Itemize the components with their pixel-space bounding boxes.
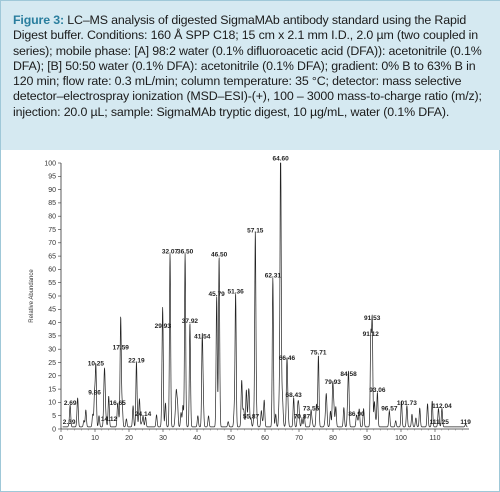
- y-tick-label: 40: [48, 320, 56, 327]
- y-tick-label: 15: [48, 386, 56, 393]
- y-tick-label: 0: [52, 426, 56, 433]
- y-tick-label: 5: [52, 413, 56, 420]
- y-tick-label: 90: [48, 187, 56, 194]
- peak-label-79-93: 79.93: [325, 379, 342, 386]
- chromatogram-trace-group: [62, 162, 468, 428]
- peak-label-66-46: 66.46: [279, 355, 296, 362]
- peak-label-101-73: 101.73: [397, 400, 417, 407]
- y-tick-label: 50: [48, 293, 56, 300]
- peak-label-41-54: 41.54: [194, 334, 211, 341]
- peak-label-86-90: 86.90: [348, 411, 365, 418]
- peak-labels: 2.69 2.39 9.86 10.25 14.12 16.65 17.59 22.19 24.…: [63, 156, 471, 426]
- peak-label-46-50: 46.50: [211, 251, 228, 258]
- y-tick-label: 85: [48, 200, 56, 207]
- x-tick-label: 110: [429, 435, 440, 442]
- y-tick-label: 55: [48, 280, 56, 287]
- peak-label-73-55: 73.55: [303, 406, 320, 413]
- peak-label-22-19: 22.19: [128, 358, 145, 365]
- chromatogram-trace: [62, 162, 468, 428]
- peak-label-2-39: 2.39: [63, 419, 76, 426]
- x-tick-label: 90: [363, 435, 371, 442]
- peak-label-111-25: 111.25: [430, 419, 450, 426]
- x-tick-label: 0: [59, 435, 63, 442]
- peak-label-9-86: 9.86: [88, 390, 101, 397]
- peak-label-68-43: 68.43: [286, 392, 303, 399]
- y-tick-label: 70: [48, 240, 56, 247]
- peak-label-96-57: 96.57: [381, 406, 398, 413]
- y-tick-label: 25: [48, 360, 56, 367]
- peak-label-91-53: 91.53: [364, 315, 381, 322]
- peak-label-10-25: 10.25: [88, 360, 105, 367]
- y-tick-label: 20: [48, 373, 56, 380]
- x-tick-label: 10: [91, 435, 99, 442]
- peak-label-84-58: 84.58: [340, 371, 357, 378]
- x-tick-label: 40: [193, 435, 201, 442]
- peak-label-14-12: 14.12: [101, 416, 118, 423]
- peak-label-17-59: 17.59: [113, 344, 130, 351]
- peak-label-64-60: 64.60: [272, 156, 289, 163]
- y-tick-label: 35: [48, 333, 56, 340]
- y-tick-label: 10: [48, 400, 56, 407]
- peak-label-57-15: 57.15: [247, 227, 264, 234]
- peak-label-36-50: 36.50: [177, 249, 194, 256]
- x-tick-label: 60: [261, 435, 269, 442]
- peak-label-93-06: 93.06: [369, 387, 386, 394]
- peak-label-119: 119: [460, 419, 471, 426]
- caption-text: LC–MS analysis of digested SigmaMAb anti…: [13, 13, 482, 119]
- peak-label-55-87: 55.87: [243, 414, 260, 421]
- x-tick-label: 20: [125, 435, 133, 442]
- x-tick-label: 70: [295, 435, 303, 442]
- x-tick-label: 30: [159, 435, 167, 442]
- peak-label-45-79: 45.79: [209, 291, 226, 298]
- x-tick-label: 50: [227, 435, 235, 442]
- x-tick-label: 80: [329, 435, 337, 442]
- peak-label-29-93: 29.93: [155, 323, 172, 330]
- y-tick-label: 100: [44, 160, 56, 167]
- peak-label-75-71: 75.71: [310, 350, 327, 357]
- peak-label-2-69: 2.69: [64, 400, 77, 407]
- x-tick-label: 100: [395, 435, 407, 442]
- peak-label-91-12: 91.12: [363, 331, 380, 338]
- y-tick-label: 30: [48, 347, 56, 354]
- y-tick-label: 80: [48, 214, 56, 221]
- y-tick-label: 65: [48, 253, 56, 260]
- peak-label-37-92: 37.92: [182, 318, 199, 325]
- peak-label-32-07: 32.07: [162, 249, 179, 256]
- axes: 0 5 10 15 20 25 30 35 40 45 50 55 60 65 70 75 80 85 90 95 10…: [44, 160, 469, 442]
- figure-caption: Figure 3: LC–MS analysis of digested Sig…: [1, 1, 500, 150]
- peak-label-24-14: 24.14: [135, 411, 152, 418]
- peak-label-62-31: 62.31: [265, 273, 282, 280]
- y-tick-label: 60: [48, 267, 56, 274]
- chromatogram-chart: 0 5 10 15 20 25 30 35 40 45 50 55 60 65 70 75 80 85 90 95 10…: [29, 156, 471, 443]
- peak-label-70-87: 70.87: [294, 414, 311, 421]
- peak-label-112-04: 112.04: [432, 403, 452, 410]
- y-tick-label: 95: [48, 174, 56, 181]
- y-axis-title: Relative Abundance: [29, 269, 35, 323]
- caption-label: Figure 3:: [13, 13, 64, 27]
- peak-label-16-65: 16.65: [109, 400, 126, 407]
- y-tick-label: 75: [48, 227, 56, 234]
- peak-label-51-36: 51.36: [227, 289, 244, 296]
- y-tick-label: 45: [48, 307, 56, 314]
